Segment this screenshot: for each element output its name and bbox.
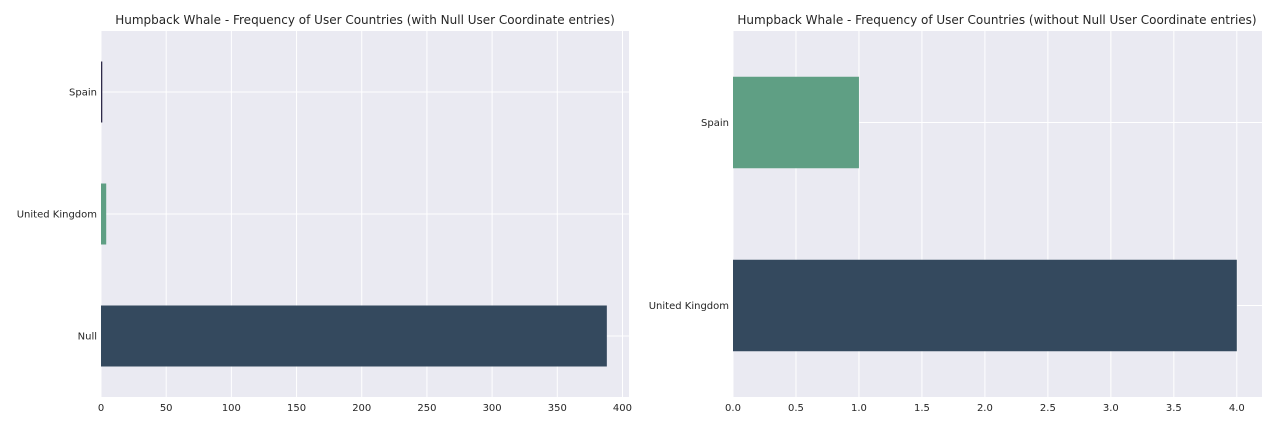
bar-null [101,305,607,367]
x-tick-label: 3.0 [1103,403,1119,414]
chart-title: Humpback Whale - Frequency of User Count… [737,13,1256,27]
bar-spain [101,61,103,123]
x-tick-label: 300 [483,403,502,414]
x-tick-label: 1.0 [851,403,867,414]
chart-with-null: Null United Kingdom Spain 0 50 100 150 200 250 3… [17,13,632,414]
y-tick-label: Null [78,332,97,343]
x-tick-label: 350 [548,403,567,414]
x-tick-label: 50 [160,403,173,414]
chart-without-null: United Kingdom Spain 0.0 0.5 1.0 1.5 2.0 2.5 3.… [649,13,1262,414]
x-tick-label: 2.5 [1040,403,1056,414]
bar-united-kingdom [101,183,107,245]
x-tick-label: 250 [417,403,436,414]
y-tick-label: Spain [69,88,97,99]
x-tick-label: 1.5 [914,403,930,414]
x-tick-label: 4.0 [1229,403,1245,414]
x-tick-label: 400 [613,403,632,414]
x-tick-label: 150 [287,403,306,414]
y-tick-label: Spain [701,118,729,129]
x-tick-label: 0.5 [788,403,804,414]
x-tick-label: 100 [222,403,241,414]
bar-spain [733,76,859,169]
bar-united-kingdom [733,259,1237,352]
x-tick-label: 3.5 [1166,403,1182,414]
x-tick-label: 0.0 [725,403,741,414]
y-tick-label: United Kingdom [649,301,729,312]
x-tick-label: 200 [352,403,371,414]
y-tick-label: United Kingdom [17,210,97,221]
x-tick-label: 2.0 [977,403,993,414]
chart-title: Humpback Whale - Frequency of User Count… [115,13,615,27]
x-tick-label: 0 [98,403,104,414]
